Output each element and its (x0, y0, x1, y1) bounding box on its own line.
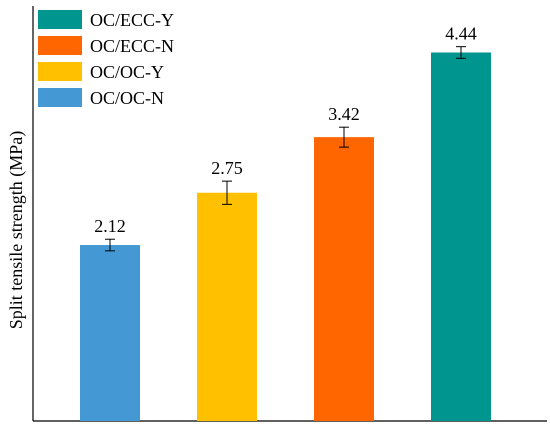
error-bar (105, 238, 115, 252)
legend-swatch (38, 36, 82, 55)
legend-swatch (38, 88, 82, 107)
error-bar (456, 46, 466, 59)
value-label: 2.12 (94, 216, 126, 236)
value-label: 2.75 (211, 158, 243, 178)
bar-oc-oc-n (80, 245, 140, 421)
legend-label: OC/OC-Y (90, 62, 164, 82)
y-axis-label: Split tensile strength (MPa) (6, 131, 27, 329)
legend-swatch (38, 62, 82, 81)
bars-group: 2.12 2.75 3.42 4.44 (80, 24, 491, 421)
legend-swatch (38, 10, 82, 29)
legend-label: OC/OC-N (90, 88, 164, 108)
bar-oc-ecc-n (314, 137, 374, 421)
error-bar (339, 126, 349, 148)
bar-oc-oc-y (197, 192, 257, 421)
legend-label: OC/ECC-Y (90, 10, 174, 30)
legend: OC/ECC-Y OC/ECC-N OC/OC-Y OC/OC-N (38, 10, 174, 108)
legend-label: OC/ECC-N (90, 36, 174, 56)
value-label: 3.42 (328, 104, 360, 124)
bar-oc-ecc-y (431, 52, 491, 421)
error-bar (222, 180, 232, 205)
value-label: 4.44 (445, 24, 477, 44)
